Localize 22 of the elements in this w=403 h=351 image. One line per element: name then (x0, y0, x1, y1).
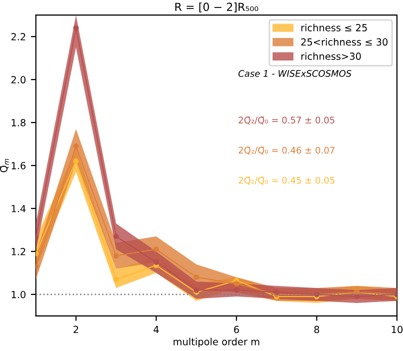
y-tick-label: 1.0 (12, 290, 26, 298)
annotation: 2Q̃₂/Q̃₀ = 0.46 ± 0.07 (238, 146, 334, 155)
y-tick-label: 2.0 (11, 76, 26, 84)
y-tick-label: 1.6 (12, 162, 26, 170)
y-axis-title: Q̃$_{m}$ (0, 158, 9, 172)
x-axis-title: multipole order m (174, 338, 260, 348)
y-tick-label: 1.4 (12, 205, 26, 212)
x-tick-label: 10 (392, 326, 402, 334)
annotation: Case 1 - WISExSCOSMOS (238, 70, 352, 77)
legend-label: richness>30 (301, 52, 361, 60)
y-tick-label: 2.2 (11, 33, 26, 40)
y-tick-label: 1.8 (12, 119, 26, 126)
chart-title: R = [0 − 2]R₅₀₀ (175, 2, 258, 12)
y-tick-label: 1.2 (12, 248, 26, 256)
annotation: 2Q̃₂/Q̃₀ = 0.45 ± 0.05 (238, 176, 334, 185)
x-tick-label: 8 (314, 326, 320, 334)
legend-label: richness ≤ 25 (301, 24, 367, 32)
x-tick-label: 6 (234, 326, 239, 334)
x-tick-label: 4 (154, 326, 159, 334)
x-tick-label: 2 (74, 326, 78, 334)
legend-label: 25<richness ≤ 30 (301, 38, 388, 46)
annotation: 2Q̃₂/Q̃₀ = 0.57 ± 0.05 (238, 116, 334, 125)
